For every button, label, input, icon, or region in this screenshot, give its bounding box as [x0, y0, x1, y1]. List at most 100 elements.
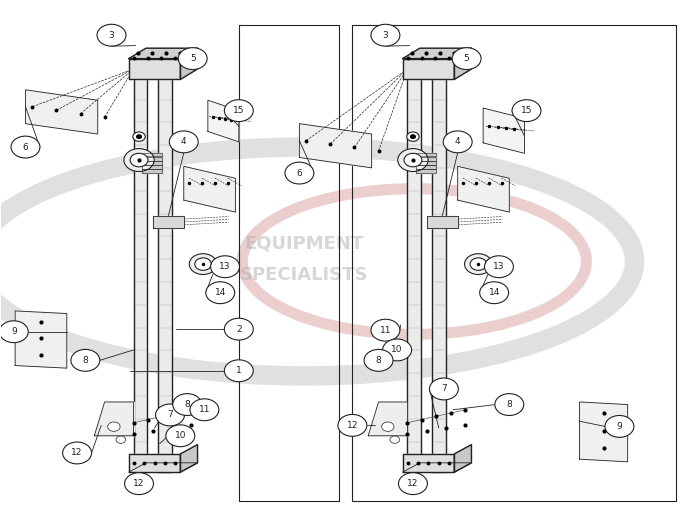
Polygon shape [483, 108, 524, 153]
Text: 9: 9 [11, 327, 17, 336]
Text: 8: 8 [507, 400, 512, 409]
Polygon shape [208, 100, 239, 142]
Text: 1: 1 [236, 366, 242, 375]
Circle shape [495, 394, 524, 415]
Circle shape [443, 131, 472, 153]
Text: SPECIALISTS: SPECIALISTS [240, 266, 368, 283]
Polygon shape [158, 69, 172, 472]
Circle shape [364, 349, 393, 371]
Circle shape [390, 436, 399, 444]
Polygon shape [403, 463, 471, 472]
Circle shape [407, 132, 419, 141]
Polygon shape [180, 48, 198, 79]
Circle shape [512, 100, 541, 121]
Circle shape [108, 422, 120, 431]
Polygon shape [184, 166, 236, 212]
Text: 12: 12 [407, 479, 419, 488]
Text: 4: 4 [181, 138, 187, 146]
Text: 15: 15 [521, 106, 532, 115]
Circle shape [166, 425, 195, 447]
Circle shape [173, 394, 202, 415]
Circle shape [470, 258, 486, 270]
Polygon shape [427, 216, 457, 228]
Circle shape [11, 136, 40, 158]
Text: 12: 12 [133, 479, 144, 488]
Circle shape [0, 321, 28, 343]
Text: 13: 13 [219, 262, 231, 271]
Text: 10: 10 [175, 431, 186, 440]
Polygon shape [417, 161, 435, 165]
Circle shape [338, 414, 367, 436]
Text: 4: 4 [455, 138, 460, 146]
Circle shape [97, 24, 126, 46]
Circle shape [155, 404, 184, 426]
Circle shape [124, 473, 153, 495]
Circle shape [178, 48, 207, 70]
Text: 12: 12 [71, 448, 83, 458]
Text: 7: 7 [441, 384, 447, 393]
Text: 11: 11 [199, 405, 210, 414]
Circle shape [190, 399, 219, 420]
Polygon shape [457, 166, 509, 212]
Polygon shape [403, 48, 471, 59]
Text: 13: 13 [493, 262, 504, 271]
Text: 3: 3 [108, 31, 115, 40]
Circle shape [116, 436, 126, 444]
Polygon shape [417, 169, 435, 173]
Polygon shape [403, 454, 454, 472]
Polygon shape [368, 402, 408, 436]
Circle shape [225, 318, 254, 340]
Text: 8: 8 [376, 356, 381, 365]
Text: 8: 8 [184, 400, 190, 409]
Circle shape [133, 132, 145, 141]
Circle shape [137, 135, 142, 139]
Circle shape [398, 149, 428, 172]
Circle shape [195, 258, 211, 270]
Circle shape [410, 135, 415, 139]
Circle shape [206, 282, 235, 304]
Polygon shape [403, 59, 454, 79]
Text: 2: 2 [236, 325, 242, 334]
Polygon shape [142, 165, 162, 169]
Polygon shape [15, 311, 67, 368]
Circle shape [130, 153, 148, 167]
Polygon shape [142, 157, 162, 161]
Text: 7: 7 [167, 411, 173, 419]
Polygon shape [26, 90, 97, 134]
Circle shape [189, 254, 217, 275]
Text: 10: 10 [391, 345, 403, 355]
Polygon shape [454, 48, 471, 79]
Polygon shape [417, 153, 435, 156]
Circle shape [605, 415, 634, 437]
Circle shape [383, 339, 412, 361]
Text: 15: 15 [233, 106, 245, 115]
Text: 6: 6 [23, 143, 28, 152]
Circle shape [371, 24, 400, 46]
Circle shape [381, 422, 394, 431]
Polygon shape [153, 216, 184, 228]
Text: 6: 6 [296, 168, 302, 178]
Text: 14: 14 [215, 288, 226, 297]
Text: 9: 9 [616, 422, 623, 431]
Circle shape [211, 256, 240, 278]
Text: 5: 5 [190, 54, 196, 63]
Polygon shape [94, 402, 133, 436]
Circle shape [404, 153, 422, 167]
Circle shape [124, 149, 154, 172]
Polygon shape [129, 59, 180, 79]
Circle shape [71, 349, 100, 371]
Polygon shape [129, 463, 198, 472]
Text: 3: 3 [383, 31, 388, 40]
Circle shape [480, 282, 509, 304]
Circle shape [63, 442, 91, 464]
Text: 14: 14 [489, 288, 500, 297]
Polygon shape [454, 445, 471, 472]
Polygon shape [142, 169, 162, 173]
Text: 8: 8 [82, 356, 88, 365]
Polygon shape [142, 161, 162, 165]
Circle shape [371, 319, 400, 341]
Polygon shape [129, 454, 180, 472]
Text: EQUIPMENT: EQUIPMENT [245, 234, 364, 252]
Polygon shape [432, 69, 446, 472]
Polygon shape [180, 445, 198, 472]
